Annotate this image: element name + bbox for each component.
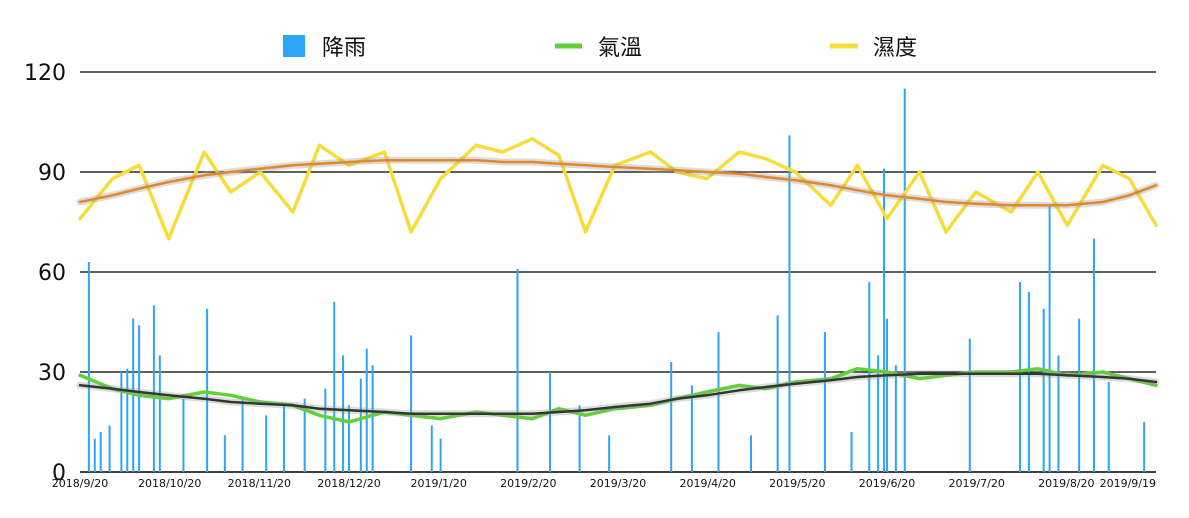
rain-bar-2 (99, 432, 102, 472)
y-tick-label-30: 30 (38, 361, 66, 386)
rainfall-bars (87, 88, 1146, 473)
rain-bar-50 (1057, 355, 1060, 472)
y-tick-label-120: 120 (24, 61, 66, 86)
rain-bar-28 (549, 372, 552, 472)
rain-bar-14 (265, 415, 268, 472)
rain-bar-43 (894, 365, 897, 472)
rain-bar-0 (87, 262, 90, 472)
x-tick-label-2: 2018/11/20 (228, 477, 291, 490)
rain-bar-41 (883, 168, 886, 472)
rain-bar-40 (877, 355, 880, 472)
legend-item-rain[interactable]: 降雨 (283, 35, 366, 61)
x-tick-label-10: 2019/7/20 (948, 477, 1004, 490)
rain-bar-4 (120, 372, 123, 472)
rain-bar-25 (430, 425, 433, 472)
y-tick-label-0: 0 (52, 461, 66, 486)
rain-bar-23 (371, 365, 374, 472)
rain-bar-46 (1019, 282, 1022, 472)
rain-bar-32 (690, 385, 693, 472)
rain-bar-8 (152, 305, 155, 472)
x-axis-ticks: 2018/9/20 2018/10/20 2018/11/20 2018/12/20 2… (52, 477, 1156, 490)
rain-bar-12 (223, 435, 226, 472)
y-tick-label-60: 60 (38, 261, 66, 286)
rain-bar-13 (241, 398, 244, 472)
rain-bar-27 (516, 268, 519, 472)
y-axis-ticks: 0 30 60 90 120 (24, 61, 66, 486)
x-tick-label-1: 2018/10/20 (138, 477, 201, 490)
rain-bar-34 (750, 435, 753, 472)
rain-bar-47 (1027, 292, 1030, 472)
legend-label-rain: 降雨 (322, 36, 366, 61)
temperature-line (78, 366, 1158, 424)
rain-bar-52 (1092, 238, 1095, 472)
x-tick-label-4: 2019/1/20 (410, 477, 466, 490)
rain-bar-15 (282, 405, 285, 472)
rain-bar-19 (342, 355, 345, 472)
rain-bar-7 (138, 325, 141, 472)
legend-swatch-rain (283, 35, 305, 57)
rain-bar-51 (1078, 318, 1081, 472)
y-tick-label-90: 90 (38, 161, 66, 186)
humidity-trend-line (78, 159, 1158, 207)
rain-bar-36 (788, 135, 791, 473)
temperature-trend-line (78, 372, 1158, 415)
rain-bar-30 (608, 435, 611, 472)
humidity-line (78, 136, 1158, 241)
rain-bar-29 (578, 405, 581, 472)
rain-bar-9 (158, 355, 161, 472)
rain-bar-49 (1048, 205, 1051, 473)
x-tick-label-12: 2019/9/19 (1100, 477, 1156, 490)
legend-label-temp: 氣溫 (598, 36, 642, 61)
rain-bar-18 (333, 302, 336, 472)
rain-bar-31 (670, 362, 673, 472)
rain-bar-35 (776, 315, 779, 472)
x-tick-label-11: 2019/8/20 (1038, 477, 1094, 490)
x-tick-label-9: 2019/6/20 (859, 477, 915, 490)
rain-bar-21 (359, 378, 362, 472)
rain-bar-1 (93, 438, 96, 472)
rain-bar-5 (126, 368, 129, 472)
rain-bar-53 (1107, 382, 1110, 472)
rain-bar-48 (1042, 308, 1045, 472)
rain-bar-42 (886, 318, 888, 472)
legend-label-humidity: 濕度 (873, 36, 917, 61)
rain-bar-20 (348, 405, 350, 472)
rain-bar-26 (439, 438, 442, 472)
rain-bar-44 (903, 88, 906, 473)
rain-bar-11 (206, 308, 209, 472)
rain-bar-3 (108, 425, 111, 472)
rain-bar-45 (968, 338, 971, 472)
series-lines (76, 136, 1160, 424)
x-tick-label-0: 2018/9/20 (52, 477, 108, 490)
rain-bar-38 (850, 432, 853, 472)
legend-item-humidity[interactable]: 濕度 (830, 36, 917, 61)
x-tick-label-3: 2018/12/20 (317, 477, 380, 490)
rain-bar-33 (717, 332, 720, 472)
rain-bar-17 (324, 388, 327, 472)
x-tick-label-6: 2019/3/20 (590, 477, 646, 490)
y-gridlines (80, 71, 1156, 473)
legend-item-temp[interactable]: 氣溫 (555, 36, 642, 61)
rain-bar-54 (1143, 422, 1146, 472)
legend: 降雨 氣溫 濕度 (283, 35, 917, 61)
rain-bar-37 (823, 332, 826, 472)
rain-bar-16 (303, 398, 306, 472)
x-tick-label-5: 2019/2/20 (500, 477, 556, 490)
x-tick-label-8: 2019/5/20 (769, 477, 825, 490)
rain-bar-24 (410, 335, 413, 472)
rain-bar-10 (182, 398, 185, 472)
x-tick-label-7: 2019/4/20 (679, 477, 735, 490)
